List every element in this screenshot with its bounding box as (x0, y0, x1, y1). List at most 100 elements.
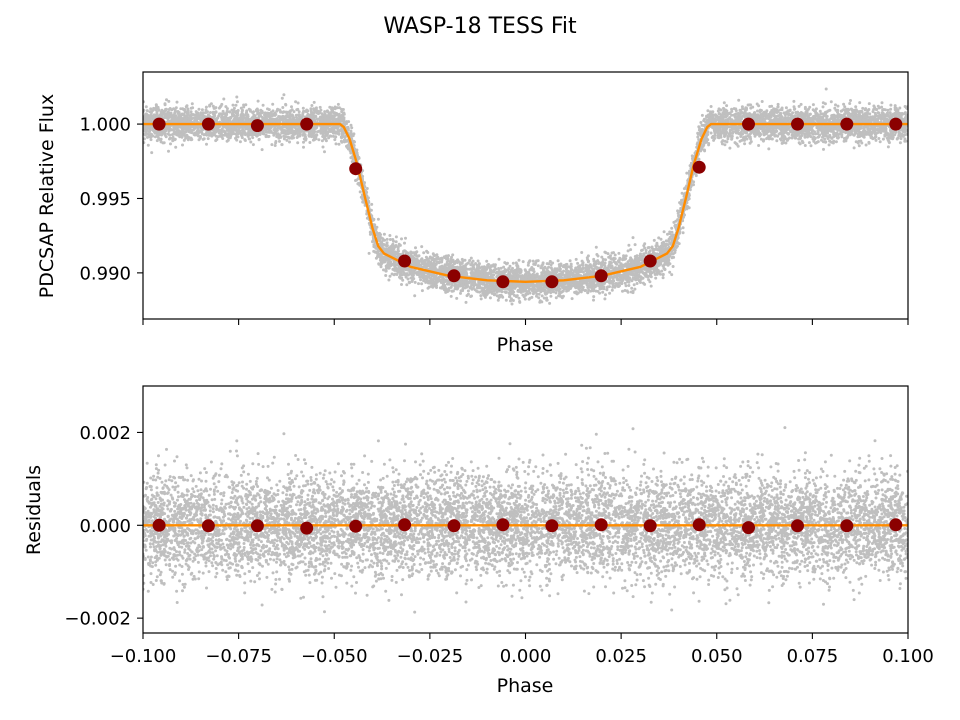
flux-data-point (569, 262, 573, 266)
flux-data-point (464, 300, 468, 304)
flux-data-point (426, 251, 430, 254)
flux-data-point (163, 109, 167, 113)
flux-data-point (285, 138, 289, 142)
flux-data-point (252, 110, 256, 114)
flux-data-point (710, 136, 714, 139)
flux-data-point (743, 142, 747, 146)
flux-data-point (612, 251, 615, 255)
flux-data-point (279, 135, 282, 139)
flux-data-point (753, 134, 757, 138)
flux-data-point (273, 131, 277, 135)
flux-data-point (671, 265, 675, 268)
flux-data-point (609, 254, 612, 258)
flux-data-point (822, 147, 825, 151)
flux-data-point (765, 109, 769, 113)
flux-data-point (703, 148, 706, 152)
flux-data-point (818, 109, 822, 113)
flux-data-point (580, 263, 584, 267)
flux-data-point (280, 96, 284, 100)
flux-data-point (756, 109, 759, 113)
flux-data-point (409, 276, 413, 280)
flux-data-point (379, 265, 383, 269)
flux-data-point (644, 248, 648, 252)
flux-data-point (725, 104, 729, 108)
flux-data-point (549, 294, 553, 298)
flux-data-point (823, 102, 827, 106)
flux-data-point (662, 230, 666, 234)
flux-data-point (334, 142, 338, 146)
flux-data-point (631, 236, 635, 240)
flux-data-point (635, 282, 639, 285)
flux-data-point (295, 116, 298, 119)
flux-data-point (696, 135, 700, 139)
flux-data-point (256, 99, 260, 103)
flux-data-point (884, 114, 888, 118)
flux-data-point (792, 99, 796, 103)
flux-data-point (894, 130, 898, 134)
flux-data-point (785, 131, 789, 135)
flux-data-point (878, 140, 882, 144)
flux-data-point (576, 261, 580, 265)
flux-data-point (735, 136, 739, 140)
flux-data-point (355, 178, 358, 182)
flux-data-point (617, 251, 621, 255)
flux-data-point (396, 248, 400, 252)
flux-data-point (858, 101, 862, 105)
flux-data-point (382, 232, 386, 236)
flux-data-point (388, 238, 392, 241)
flux-data-point (379, 233, 383, 237)
flux-data-point (518, 300, 522, 304)
flux-data-point (145, 109, 149, 113)
flux-data-point (799, 102, 803, 106)
flux-data-point (273, 144, 277, 147)
flux-data-point (497, 267, 501, 270)
flux-data-point (427, 285, 431, 289)
flux-data-point (232, 106, 236, 110)
flux-data-point (833, 127, 837, 131)
flux-data-point (230, 108, 234, 112)
flux-data-point (234, 103, 238, 107)
flux-data-point (215, 138, 219, 141)
flux-data-point (451, 253, 455, 257)
flux-data-point (167, 149, 170, 153)
flux-data-point (329, 134, 333, 138)
flux-data-point (537, 292, 541, 296)
flux-data-point (278, 139, 281, 143)
flux-data-point (770, 104, 774, 108)
flux-data-point (556, 259, 560, 263)
flux-data-point (649, 284, 653, 288)
flux-data-point (508, 294, 512, 298)
flux-data-point (349, 123, 353, 127)
flux-data-point (725, 140, 729, 144)
flux-data-point (385, 241, 389, 245)
flux-data-point (168, 136, 172, 140)
flux-data-point (149, 138, 153, 142)
flux-data-point (654, 276, 658, 280)
flux-data-point (621, 289, 624, 293)
flux-data-point (468, 259, 472, 262)
flux-data-point (205, 142, 208, 146)
flux-data-point (632, 283, 636, 287)
flux-data-point (405, 283, 409, 287)
flux-data-point (694, 174, 698, 178)
flux-data-point (458, 263, 462, 266)
flux-data-point (677, 214, 680, 218)
flux-data-point (352, 132, 356, 136)
flux-data-point (886, 108, 890, 112)
flux-data-point (807, 141, 811, 145)
flux-data-point (531, 259, 535, 263)
flux-data-point (767, 147, 771, 151)
flux-data-point (603, 297, 607, 301)
flux-data-point (321, 145, 325, 149)
flux-data-point (403, 241, 406, 245)
flux-data-point (144, 105, 148, 109)
flux-data-point (874, 138, 878, 142)
flux-data-point (336, 102, 340, 106)
flux-data-point (886, 111, 889, 115)
flux-data-point (883, 133, 887, 137)
flux-data-point (260, 148, 264, 152)
flux-data-point (500, 290, 504, 294)
flux-data-point (183, 108, 187, 111)
flux-data-point (537, 296, 541, 300)
